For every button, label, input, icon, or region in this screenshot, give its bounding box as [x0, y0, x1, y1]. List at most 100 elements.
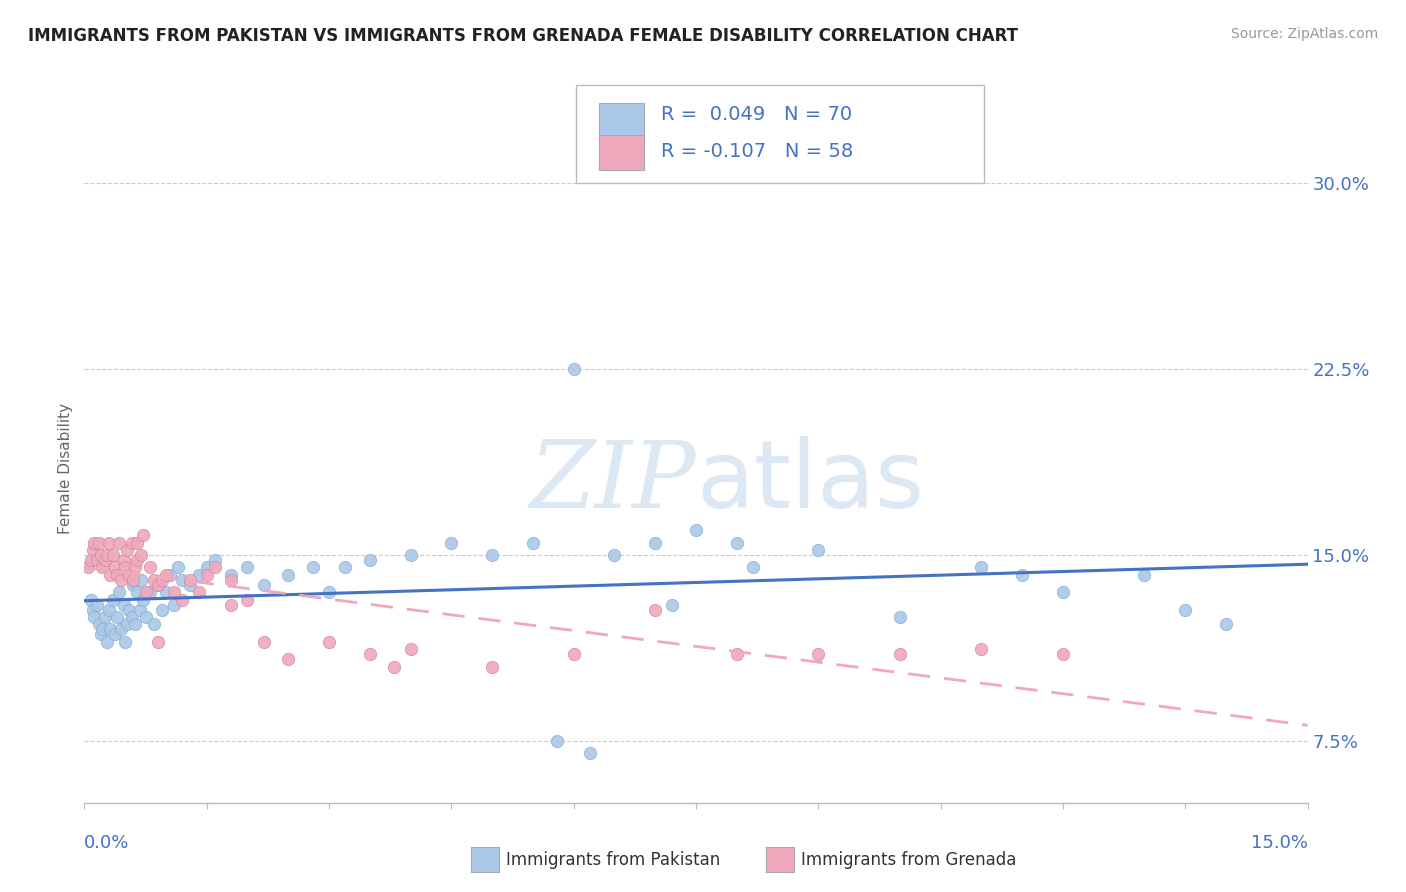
Point [104, 627, 127, 641]
Point [115, 617, 138, 632]
Point [481, 659, 503, 673]
Point [204, 553, 226, 567]
Point [132, 592, 155, 607]
Point [546, 734, 568, 748]
Point [644, 535, 666, 549]
Text: ZIP: ZIP [529, 437, 696, 526]
Point [253, 578, 276, 592]
Point [1052, 585, 1074, 599]
Text: 0.0%: 0.0% [84, 834, 129, 852]
Point [115, 543, 138, 558]
Point [127, 535, 149, 549]
Y-axis label: Female Disability: Female Disability [58, 402, 73, 534]
Point [1133, 567, 1156, 582]
Point [277, 652, 299, 666]
Point [90, 627, 112, 641]
Point [301, 560, 323, 574]
Point [96, 548, 118, 562]
Point [318, 634, 340, 648]
Point [91, 623, 114, 637]
Point [187, 567, 209, 582]
Point [142, 617, 165, 632]
Point [135, 585, 157, 599]
Point [172, 592, 194, 607]
Point [807, 647, 830, 661]
Point [219, 573, 242, 587]
Point [172, 573, 194, 587]
Text: IMMIGRANTS FROM PAKISTAN VS IMMIGRANTS FROM GRENADA FEMALE DISABILITY CORRELATIO: IMMIGRANTS FROM PAKISTAN VS IMMIGRANTS F… [28, 27, 1018, 45]
Point [603, 548, 626, 562]
Point [118, 602, 141, 616]
Point [110, 573, 132, 587]
Point [82, 543, 104, 558]
Point [219, 598, 242, 612]
Point [889, 647, 911, 661]
Point [100, 567, 122, 582]
Point [124, 617, 146, 632]
Text: R = -0.107   N = 58: R = -0.107 N = 58 [661, 142, 853, 161]
Point [132, 528, 155, 542]
Point [253, 634, 276, 648]
Point [118, 567, 141, 582]
Point [128, 602, 150, 616]
Point [481, 548, 503, 562]
Point [122, 573, 145, 587]
Point [146, 634, 169, 648]
Point [644, 602, 666, 616]
Point [318, 585, 340, 599]
Point [80, 592, 103, 607]
Point [562, 362, 585, 376]
Point [1174, 602, 1197, 616]
Point [104, 560, 127, 574]
Point [127, 585, 149, 599]
Text: Immigrants from Pakistan: Immigrants from Pakistan [506, 851, 720, 869]
Point [107, 585, 129, 599]
Point [83, 610, 105, 624]
Point [82, 602, 104, 616]
Point [1215, 617, 1237, 632]
Point [101, 592, 124, 607]
Point [179, 578, 201, 592]
Point [807, 543, 830, 558]
Point [80, 553, 103, 567]
Point [110, 623, 132, 637]
Point [97, 602, 120, 616]
Point [399, 548, 422, 562]
Point [155, 567, 177, 582]
Point [135, 610, 157, 624]
Point [187, 585, 209, 599]
Point [112, 598, 135, 612]
Point [179, 573, 201, 587]
Point [127, 553, 149, 567]
Point [87, 617, 110, 632]
Point [163, 598, 186, 612]
Text: 15.0%: 15.0% [1250, 834, 1308, 852]
Point [195, 567, 218, 582]
Point [131, 573, 153, 587]
Point [96, 634, 118, 648]
Point [100, 623, 122, 637]
Point [86, 553, 108, 567]
Point [970, 642, 993, 657]
Point [159, 567, 181, 582]
Point [195, 560, 218, 574]
Point [107, 535, 129, 549]
Point [277, 567, 299, 582]
Point [124, 560, 146, 574]
Point [1052, 647, 1074, 661]
Point [138, 585, 160, 599]
Point [90, 548, 112, 562]
Point [122, 578, 145, 592]
Point [661, 598, 683, 612]
Point [121, 610, 143, 624]
Point [77, 560, 100, 574]
Point [236, 592, 259, 607]
Point [725, 647, 748, 661]
Point [382, 659, 405, 673]
Point [150, 602, 173, 616]
Point [236, 560, 259, 574]
Point [579, 746, 602, 760]
Point [142, 573, 165, 587]
Point [83, 535, 105, 549]
Point [219, 567, 242, 582]
